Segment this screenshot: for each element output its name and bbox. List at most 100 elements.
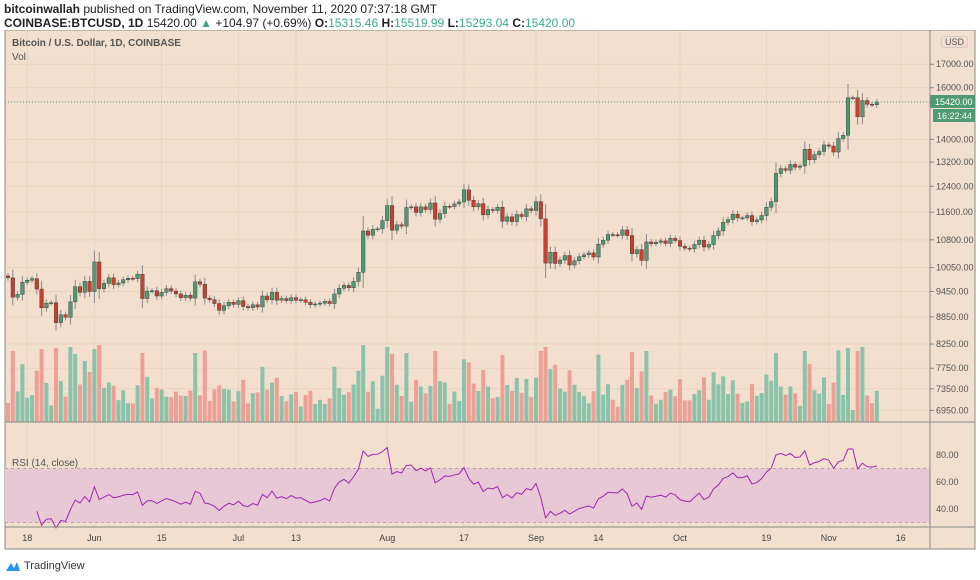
candle-up xyxy=(106,277,111,284)
candle-up xyxy=(116,282,121,285)
volume-bar xyxy=(625,379,630,422)
volume-bar xyxy=(836,350,841,422)
volume-bar xyxy=(169,397,174,422)
candle-down xyxy=(390,205,395,231)
candle-up xyxy=(418,206,423,213)
volume-bar xyxy=(164,396,169,422)
candle-up xyxy=(164,288,169,293)
tradingview-logo-icon xyxy=(6,562,20,571)
candle-up xyxy=(159,292,164,297)
candle-up xyxy=(270,292,275,300)
candle-up xyxy=(548,251,553,264)
candle-up xyxy=(769,201,774,208)
candle-down xyxy=(673,238,678,241)
volume-bar xyxy=(150,398,154,422)
volume-bar xyxy=(270,382,274,422)
currency-button[interactable]: USD xyxy=(941,36,969,48)
time-tick-label: 16 xyxy=(896,533,906,543)
volume-bar xyxy=(346,392,351,422)
candle-up xyxy=(476,203,481,208)
candle-up xyxy=(380,220,385,230)
chart-title: Bitcoin / U.S. Dollar, 1D, COINBASE xyxy=(12,38,181,49)
volume-bar xyxy=(716,384,721,422)
price-tick-label: 10800.00 xyxy=(936,235,974,245)
volume-bar xyxy=(25,397,30,422)
candle-up xyxy=(183,294,188,298)
candle-up xyxy=(125,278,130,280)
candle-up xyxy=(721,222,726,232)
volume-bar xyxy=(529,397,534,422)
volume-bar xyxy=(466,362,471,422)
volume-bar xyxy=(121,390,126,422)
volume-bar xyxy=(68,347,73,422)
candle-up xyxy=(457,201,462,205)
volume-bar xyxy=(740,403,745,422)
rsi-band xyxy=(5,468,930,523)
candle-down xyxy=(169,288,174,292)
volume-bars xyxy=(6,345,879,422)
volume-bar xyxy=(639,371,644,422)
volume-bar xyxy=(476,391,481,422)
price-tick-label: 16000.00 xyxy=(936,83,974,93)
price-chart[interactable]: 80.00 60.00 40.00 17000.00 16000.00 14000.00… xyxy=(0,30,980,552)
volume-bar xyxy=(658,399,663,422)
low-value: 15293.04 xyxy=(458,16,509,30)
volume-bar xyxy=(850,410,855,422)
candle-up xyxy=(25,279,30,283)
volume-bar xyxy=(452,391,457,422)
volume-bar xyxy=(370,381,375,422)
volume-bar xyxy=(375,408,380,422)
candle-up xyxy=(361,230,366,273)
candle-up xyxy=(668,238,673,244)
candle-down xyxy=(783,168,788,171)
candle-up xyxy=(428,202,433,210)
author[interactable]: bitcoinwallah xyxy=(4,2,81,16)
candle-down xyxy=(63,314,68,318)
candle-up xyxy=(121,279,126,284)
volume-bar xyxy=(241,379,246,422)
candle-up xyxy=(730,213,735,220)
price-tick-label: 14000.00 xyxy=(936,134,974,144)
volume-bar xyxy=(423,393,428,422)
volume-bar xyxy=(802,351,807,422)
volume-bar xyxy=(428,386,433,422)
volume-bar xyxy=(351,384,356,422)
high-value: 15519.99 xyxy=(394,16,445,30)
volume-bar xyxy=(442,382,447,422)
volume-bar xyxy=(97,345,102,422)
candle-down xyxy=(625,229,630,236)
volume-bar xyxy=(481,369,486,422)
volume-bar xyxy=(145,376,150,422)
volume-bar xyxy=(778,386,783,422)
candle-up xyxy=(462,189,467,203)
publish-info: bitcoinwallah published on TradingView.c… xyxy=(4,2,437,16)
candle-up xyxy=(860,100,865,118)
volume-bar xyxy=(39,349,44,422)
candle-down xyxy=(130,278,135,280)
candle-up xyxy=(486,209,491,216)
candle-down xyxy=(5,275,10,279)
candle-up xyxy=(514,214,519,222)
candle-up xyxy=(654,242,659,244)
volume-bar xyxy=(807,364,812,422)
volume-bar xyxy=(385,347,390,422)
volume-bar xyxy=(841,395,846,422)
candle-up xyxy=(298,299,303,301)
volume-bar xyxy=(174,391,178,422)
volume-bar xyxy=(490,398,495,422)
candle-up xyxy=(438,213,443,220)
candle-up xyxy=(49,302,54,304)
candle-up xyxy=(716,230,721,236)
volume-bar xyxy=(332,366,337,422)
candle-up xyxy=(20,281,25,295)
price-tick-label: 7750.00 xyxy=(936,363,969,373)
candle-down xyxy=(826,144,831,147)
last-price-label: 15420.00 xyxy=(935,97,973,107)
candle-down xyxy=(212,299,217,304)
volume-bar xyxy=(87,371,92,422)
time-tick-label: 14 xyxy=(593,533,603,543)
candle-up xyxy=(15,294,20,298)
volume-bar xyxy=(471,383,476,422)
brand[interactable]: TradingView xyxy=(24,560,85,572)
volume-bar xyxy=(630,352,634,422)
